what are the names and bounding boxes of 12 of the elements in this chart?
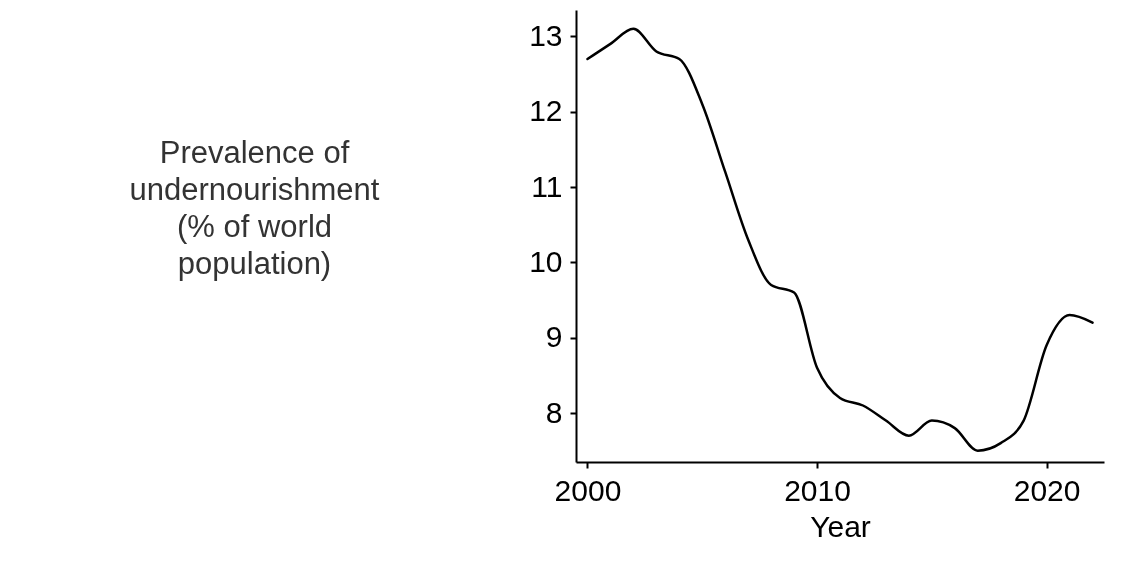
- x-axis-title: Year: [810, 509, 871, 543]
- x-tick-label: 2000: [554, 473, 622, 507]
- y-tick-label: 9: [545, 320, 563, 354]
- y-tick-label: 8: [545, 395, 563, 429]
- y-tick-label: 11: [531, 169, 563, 203]
- y-axis-title: Prevalence of undernourishment (% of world population): [129, 134, 380, 281]
- y-tick-label: 10: [529, 244, 563, 278]
- x-tick-label: 2020: [1013, 473, 1081, 507]
- y-tick-label: 12: [529, 94, 563, 128]
- y-tick-label: 13: [529, 18, 563, 52]
- x-tick-label: 2010: [784, 473, 851, 507]
- line-series: [586, 27, 1094, 452]
